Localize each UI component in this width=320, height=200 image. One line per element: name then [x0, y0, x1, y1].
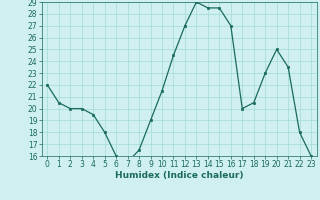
X-axis label: Humidex (Indice chaleur): Humidex (Indice chaleur) [115, 171, 244, 180]
